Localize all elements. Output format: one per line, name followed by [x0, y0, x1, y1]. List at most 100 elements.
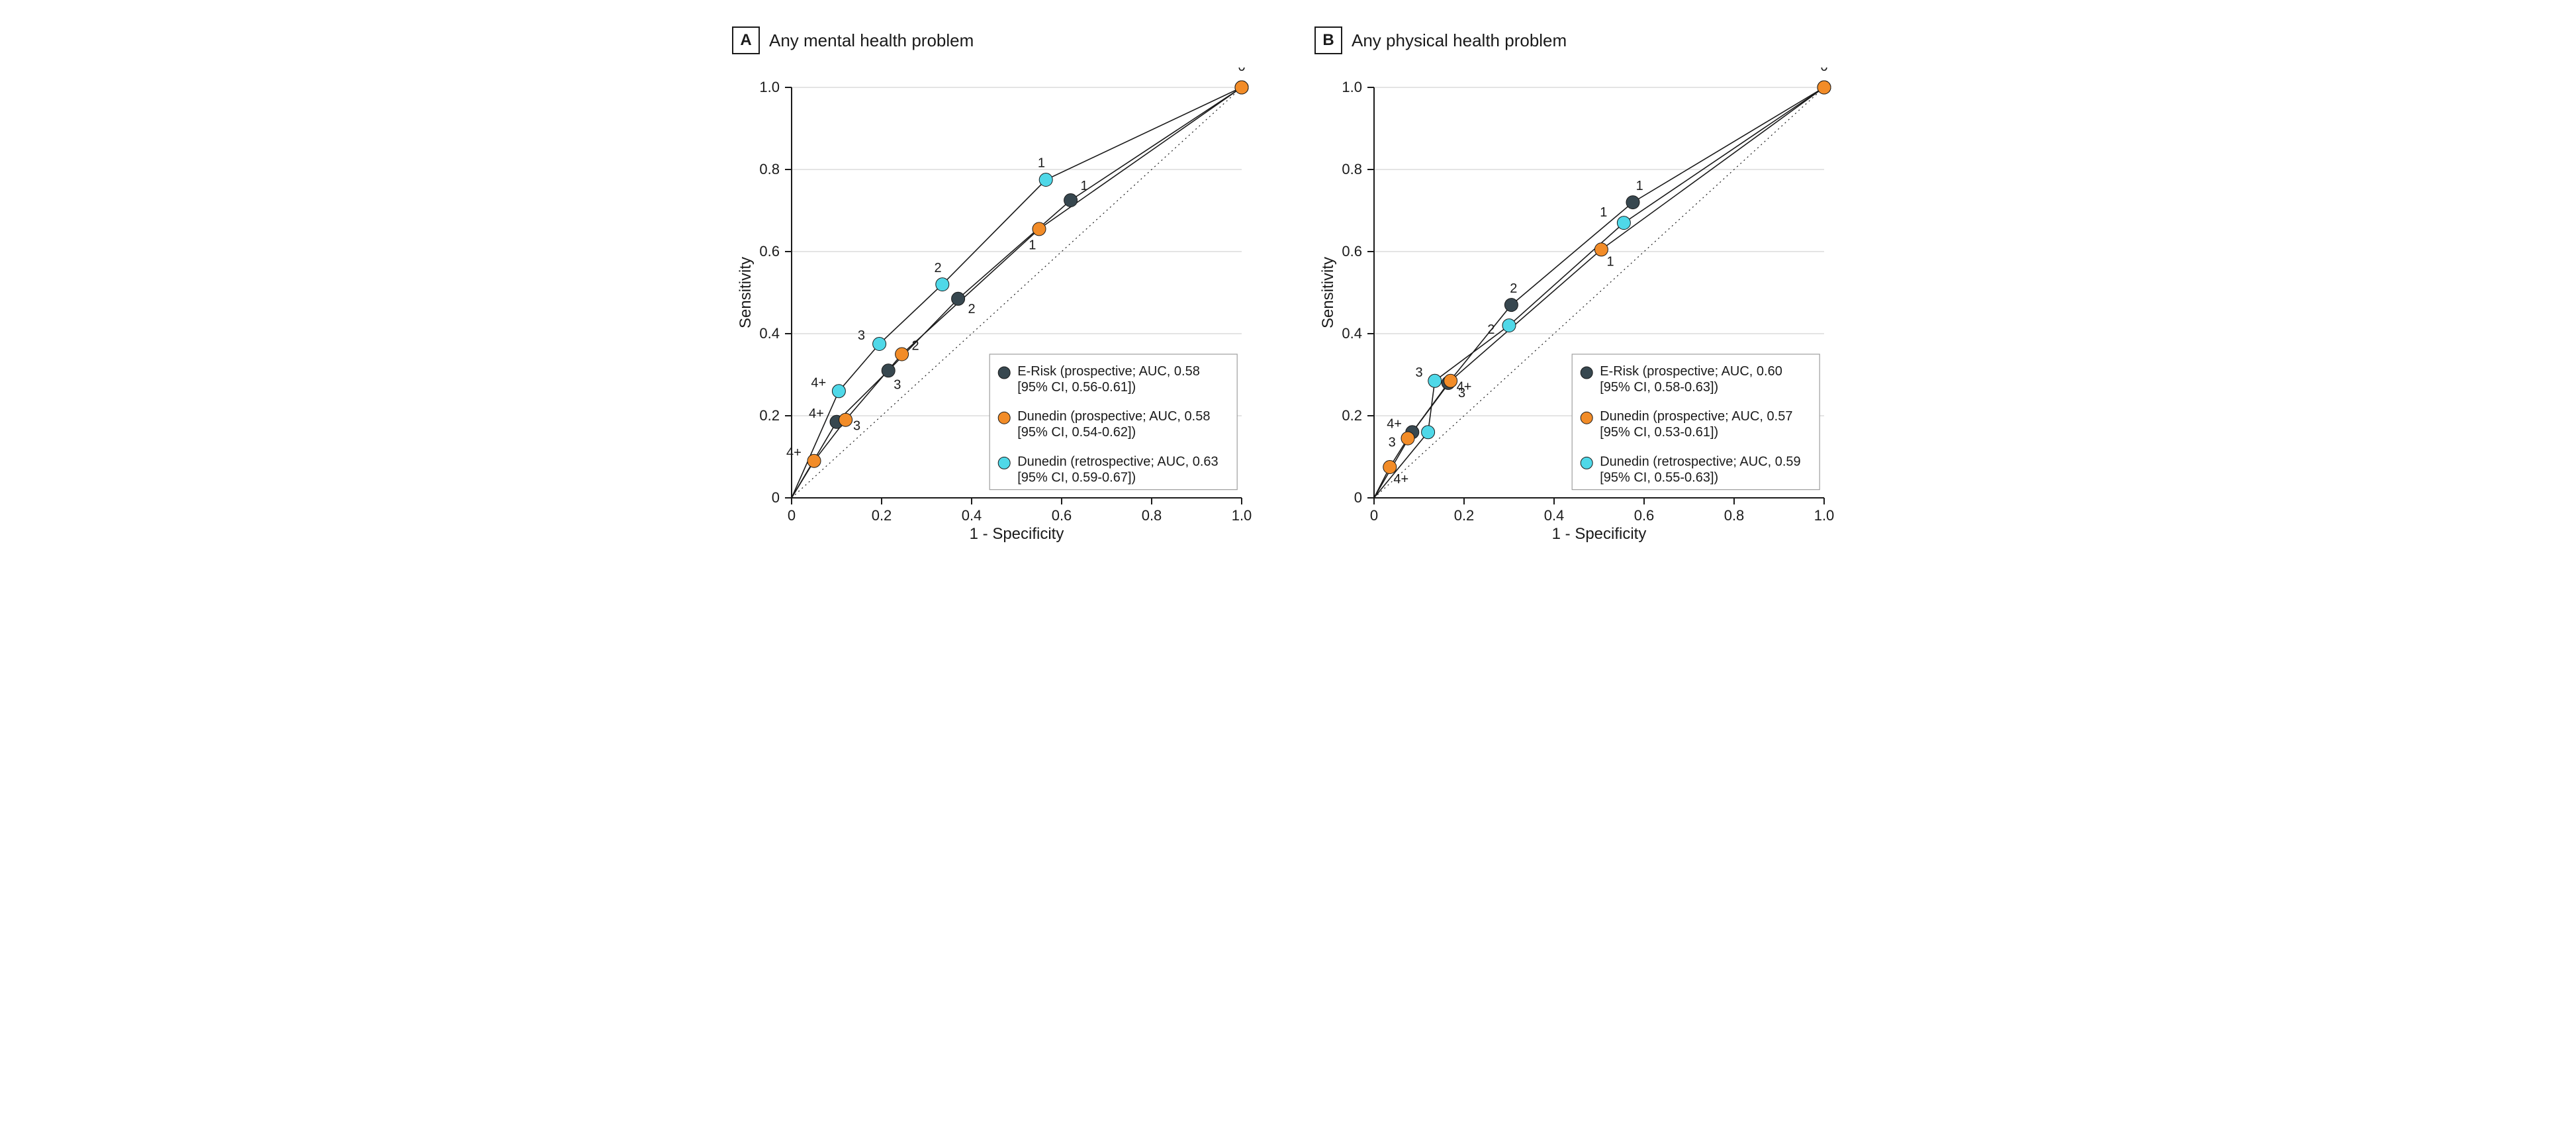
- legend-marker: [1581, 367, 1592, 379]
- roc-point-dunedin_pro: [1594, 243, 1608, 256]
- y-tick-label: 0.2: [1342, 407, 1362, 424]
- roc-point-dunedin_retro: [832, 385, 845, 398]
- x-tick-label: 0: [788, 507, 796, 524]
- x-tick-label: 1.0: [1232, 507, 1252, 524]
- legend-marker: [998, 457, 1010, 469]
- y-tick-label: 0: [772, 489, 780, 506]
- roc-point-label: 4+: [1387, 416, 1402, 431]
- legend-text-line2: [95% CI, 0.59-0.67]): [1017, 470, 1136, 485]
- roc-point-erisk: [952, 292, 965, 305]
- x-tick-label: 0.6: [1634, 507, 1655, 524]
- roc-point-label: 1: [1029, 238, 1036, 253]
- y-tick-label: 0: [1354, 489, 1362, 506]
- roc-point-label: 4+: [786, 446, 802, 460]
- roc-point-dunedin_pro: [1401, 432, 1414, 445]
- roc-point-label: 3: [858, 328, 865, 343]
- legend-marker: [998, 367, 1010, 379]
- roc-point-erisk: [1064, 194, 1078, 207]
- legend-marker: [1581, 412, 1592, 424]
- roc-point-label: 0: [1238, 68, 1245, 74]
- x-tick-label: 0.4: [962, 507, 982, 524]
- panel-a-letter: A: [732, 26, 760, 54]
- y-tick-label: 0.4: [759, 325, 780, 342]
- roc-point-dunedin_pro: [1817, 81, 1831, 94]
- y-tick-label: 0.6: [1342, 243, 1362, 260]
- x-tick-label: 0.2: [872, 507, 892, 524]
- y-tick-label: 0.4: [1342, 325, 1362, 342]
- x-tick-label: 0.6: [1052, 507, 1072, 524]
- roc-point-label: 3: [894, 378, 901, 393]
- y-tick-label: 0.2: [759, 407, 780, 424]
- roc-point-label: 1: [1606, 255, 1614, 269]
- y-tick-label: 1.0: [1342, 79, 1362, 95]
- roc-point-dunedin_retro: [1428, 374, 1442, 387]
- roc-point-dunedin_retro: [1617, 216, 1630, 230]
- legend-text-line2: [95% CI, 0.58-0.63]): [1600, 380, 1718, 395]
- roc-point-dunedin_pro: [1033, 222, 1046, 236]
- x-tick-label: 0.8: [1724, 507, 1745, 524]
- legend-text-line1: E-Risk (prospective; AUC, 0.58: [1017, 364, 1200, 379]
- roc-point-label: 4+: [1393, 472, 1408, 487]
- x-tick-label: 0.8: [1142, 507, 1162, 524]
- roc-point-label: 3: [1389, 435, 1396, 450]
- y-tick-label: 0.8: [1342, 161, 1362, 177]
- y-tick-label: 0.8: [759, 161, 780, 177]
- roc-point-dunedin_retro: [1422, 426, 1435, 439]
- roc-point-dunedin_retro: [873, 338, 886, 351]
- roc-point-label: 2: [1487, 322, 1495, 337]
- panel-b-header: B Any physical health problem: [1314, 26, 1844, 54]
- roc-point-label: 0: [1820, 68, 1827, 74]
- roc-point-label: 3: [1415, 365, 1422, 380]
- legend-text-line2: [95% CI, 0.53-0.61]): [1600, 425, 1718, 440]
- panel-a-chart: 0 0.2 0.4 0.6 0.8 1.0 0 0.2 0.4 0.6 0.8 1.0 1 - Spec…: [732, 68, 1262, 551]
- figure-container: A Any mental health problem 0 0.2 0.4 0.6 0.…: [26, 26, 2550, 551]
- panel-b-chart: 00.20.40.60.81.000.20.40.60.81.01 - Spec…: [1314, 68, 1844, 551]
- roc-point-erisk: [1626, 196, 1639, 209]
- roc-point-dunedin_retro: [936, 278, 949, 291]
- roc-point-label: 3: [853, 419, 860, 434]
- roc-point-dunedin_retro: [1502, 319, 1516, 332]
- roc-point-dunedin_pro: [1235, 81, 1248, 94]
- roc-point-label: 2: [911, 339, 919, 354]
- roc-point-label: 1: [1636, 179, 1643, 193]
- roc-point-dunedin_pro: [839, 413, 852, 426]
- legend-marker: [998, 412, 1010, 424]
- legend-text-line2: [95% CI, 0.56-0.61]): [1017, 380, 1136, 395]
- roc-point-label: 4+: [809, 406, 824, 421]
- legend-text-line1: Dunedin (prospective; AUC, 0.58: [1017, 409, 1210, 424]
- roc-point-label: 1: [1600, 205, 1607, 220]
- roc-chart: 0 0.2 0.4 0.6 0.8 1.0 0 0.2 0.4 0.6 0.8 1.0 1 - Spec…: [732, 68, 1262, 551]
- legend-text-line1: E-Risk (prospective; AUC, 0.60: [1600, 364, 1782, 379]
- roc-point-erisk: [882, 364, 895, 377]
- roc-point-label: 2: [1510, 281, 1517, 296]
- legend-text-line1: Dunedin (retrospective; AUC, 0.59: [1600, 454, 1801, 469]
- panel-a-header: A Any mental health problem: [732, 26, 1262, 54]
- panel-a-title: Any mental health problem: [769, 30, 974, 51]
- roc-chart: 00.20.40.60.81.000.20.40.60.81.01 - Spec…: [1314, 68, 1844, 551]
- y-tick-label: 1.0: [759, 79, 780, 95]
- roc-point-label: 1: [1038, 156, 1045, 171]
- panel-b: B Any physical health problem 0 0.2 0.4 0.6…: [1314, 26, 1844, 551]
- roc-point-label: 2: [934, 261, 941, 275]
- legend-text-line2: [95% CI, 0.54-0.62]): [1017, 425, 1136, 440]
- roc-point-dunedin_pro: [807, 454, 821, 467]
- y-tick-label: 0.6: [759, 243, 780, 260]
- legend-marker: [1581, 457, 1592, 469]
- x-axis-label: 1 - Specificity: [970, 525, 1064, 543]
- roc-point-label: 2: [968, 302, 975, 316]
- legend-text-line2: [95% CI, 0.55-0.63]): [1600, 470, 1718, 485]
- roc-point-label: 1: [1080, 179, 1087, 193]
- x-tick-label: 1.0: [1814, 507, 1835, 524]
- panel-b-title: Any physical health problem: [1352, 30, 1567, 51]
- roc-point-dunedin_pro: [896, 348, 909, 361]
- x-axis-label: 1 - Specificity: [1552, 525, 1647, 543]
- y-axis-label: Sensitivity: [1319, 257, 1337, 328]
- panel-b-letter: B: [1314, 26, 1342, 54]
- legend-text-line1: Dunedin (retrospective; AUC, 0.63: [1017, 454, 1219, 469]
- y-axis-label: Sensitivity: [737, 257, 755, 328]
- roc-point-label: 4+: [1457, 380, 1472, 395]
- roc-point-label: 4+: [811, 375, 826, 390]
- legend-text-line1: Dunedin (prospective; AUC, 0.57: [1600, 409, 1792, 424]
- roc-point-dunedin_retro: [1039, 173, 1052, 187]
- x-tick-label: 0.2: [1454, 507, 1475, 524]
